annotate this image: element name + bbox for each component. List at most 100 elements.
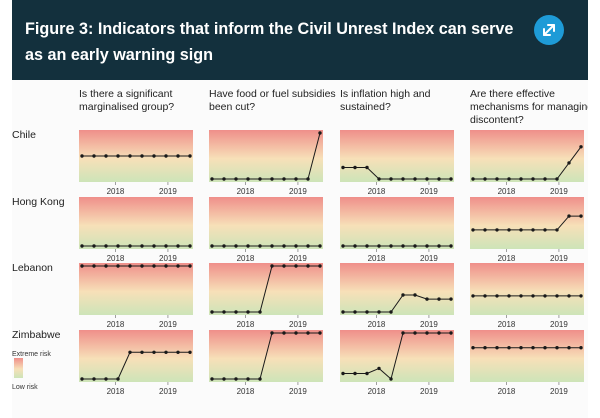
data-point [80,154,84,158]
indicator-panel: 2018 2019 [79,263,193,329]
question-line: Is there a significant [79,88,172,100]
data-point [116,377,120,381]
data-point [449,297,453,301]
data-point [341,310,345,314]
indicator-panel: 2018 2019 [209,263,323,329]
data-point [258,377,262,381]
data-point [365,165,369,170]
data-point [555,228,559,232]
data-point [140,244,144,248]
data-point [555,294,559,298]
data-point [353,310,357,314]
risk-gradient-bg [470,330,584,382]
data-point [377,366,381,371]
indicator-panel: 2018 2019 [340,130,454,196]
x-tick-label: 2018 [498,387,516,396]
data-point [567,346,571,350]
risk-gradient-bg [79,263,193,315]
indicator-panel: 2018 2019 [470,130,584,196]
data-point [495,228,499,232]
data-point [258,244,262,248]
x-tick-label: 2019 [550,254,568,263]
data-point [222,244,226,248]
data-point [104,264,108,268]
question-line: Is inflation high and [340,88,431,100]
data-point [471,177,475,181]
data-point [471,294,475,298]
data-point [152,154,156,158]
data-point [507,294,511,298]
data-point [567,161,571,165]
data-point [140,154,144,158]
x-tick-label: 2019 [289,254,307,263]
data-point [92,244,96,248]
data-point [164,264,168,268]
indicator-panel: 2018 2019 [79,330,193,396]
risk-legend: Extreme risk Low risk [12,351,51,391]
legend-low-label: Low risk [12,384,38,391]
data-point [116,244,120,248]
x-tick-label: 2019 [550,387,568,396]
data-point [495,177,499,181]
x-tick-label: 2019 [159,254,177,263]
x-tick-label: 2018 [107,187,125,196]
indicator-panel: 2018 2019 [209,130,323,196]
data-point [246,377,250,381]
data-point [425,177,429,181]
risk-gradient-bg [340,197,454,249]
data-point [341,244,345,248]
data-point [567,214,571,218]
data-point [471,346,475,350]
risk-gradient-bg [470,130,584,182]
data-point [104,154,108,158]
data-point [507,177,511,181]
data-point [437,331,441,335]
x-tick-label: 2019 [420,187,438,196]
data-point [270,177,274,181]
data-point [116,264,120,268]
data-point [306,264,310,268]
series-line [212,132,321,180]
figure-header: Figure 3: Indicators that inform the Civ… [12,0,588,80]
figure-card: Figure 3: Indicators that inform the Civ… [12,0,588,418]
data-point [353,244,357,248]
country-label: Hong Kong [12,196,65,208]
data-point [116,154,120,158]
figure-title: Figure 3: Indicators that inform the Civ… [25,20,514,64]
data-point [104,377,108,381]
data-point [365,310,369,314]
legend-extreme-label: Extreme risk [12,351,51,358]
data-point [210,244,214,248]
data-point [282,244,286,248]
question-line: sustained? [340,101,391,113]
data-point [234,177,238,181]
data-point [401,293,405,297]
data-point [92,264,96,268]
data-point [425,331,429,335]
data-point [306,244,310,248]
data-point [507,228,511,232]
expand-arrows-icon [543,24,555,36]
data-point [176,350,180,354]
data-point [270,331,274,335]
expand-button[interactable] [534,15,564,45]
data-point [176,264,180,268]
data-point [543,177,547,181]
data-point [543,346,547,350]
data-point [246,177,250,181]
indicator-panel: 2018 2019 [470,330,584,396]
data-point [80,244,84,248]
data-point [579,145,583,149]
data-point [270,264,274,268]
risk-gradient-bg [340,263,454,315]
series-line [473,215,581,231]
x-tick-label: 2019 [550,187,568,196]
x-tick-label: 2018 [368,254,386,263]
series-line [343,332,451,380]
risk-gradient-bg [79,197,193,249]
data-point [413,293,417,297]
data-point [258,310,262,314]
data-point [152,244,156,248]
data-point [425,244,429,248]
